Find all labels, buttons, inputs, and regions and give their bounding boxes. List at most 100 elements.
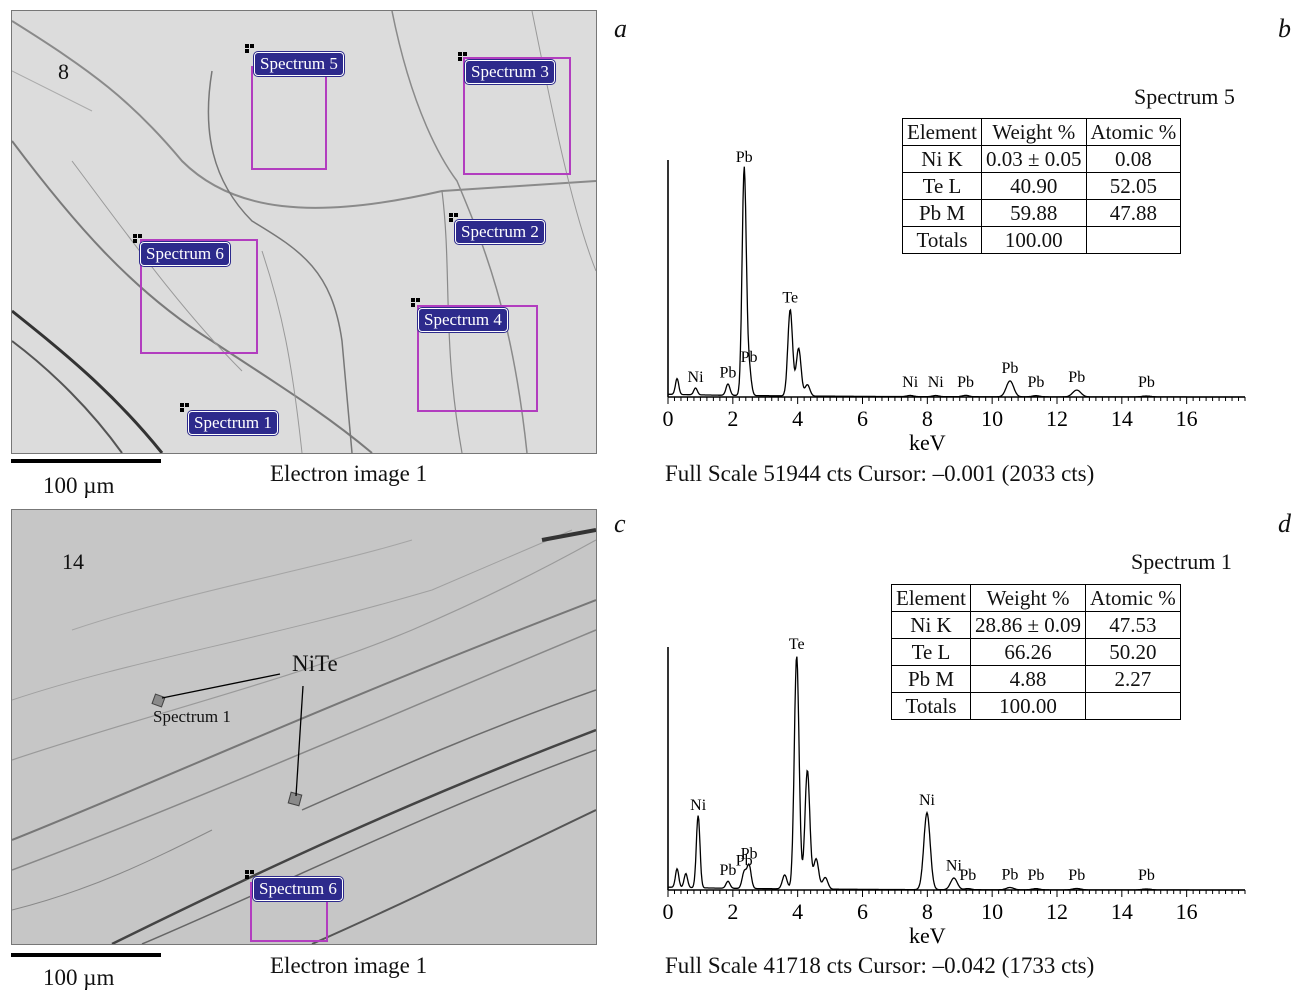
spectrum-4-marker xyxy=(411,298,421,308)
x-tick-label: 12 xyxy=(1046,406,1068,431)
peak-label: Te xyxy=(782,290,798,307)
cell-weight: 40.90 xyxy=(980,172,1087,200)
cell-atomic xyxy=(1085,226,1182,254)
cell-atomic: 2.27 xyxy=(1085,665,1181,693)
peak-label: Pb xyxy=(1138,374,1155,391)
header-element: Element xyxy=(902,118,982,146)
cell-weight: 100.00 xyxy=(980,226,1087,254)
table-row: Ni K 0.03 ± 0.05 0.08 xyxy=(902,145,1182,173)
x-tick-label: 10 xyxy=(981,899,1003,924)
x-tick-label: 14 xyxy=(1111,899,1133,924)
cell-weight: 59.88 xyxy=(980,199,1087,227)
spectrum-5-marker xyxy=(245,44,255,54)
sem-texture-c xyxy=(12,510,596,944)
peak-label: Pb xyxy=(1027,867,1044,884)
peak-label: Te xyxy=(789,636,805,653)
x-tick-label: 0 xyxy=(663,899,674,924)
peak-label: Ni xyxy=(919,792,936,809)
spectrum-1-plain-label: Spectrum 1 xyxy=(153,707,231,726)
peak-label: Pb xyxy=(720,365,737,382)
spectrum-6-label: Spectrum 6 xyxy=(140,242,230,266)
x-tick-label: 16 xyxy=(1176,899,1198,924)
spectrum-4-label: Spectrum 4 xyxy=(418,308,508,332)
x-tick-label: 8 xyxy=(922,899,933,924)
peak-label: Pb xyxy=(1068,369,1085,386)
x-tick-label: 4 xyxy=(792,899,803,924)
spectrum-1-label: Spectrum 1 xyxy=(188,411,278,435)
cell-element: Totals xyxy=(891,692,971,720)
panel-letter-c: c xyxy=(614,509,626,538)
sem-image-a: 8 Spectrum 5 Spectrum 3 Spectrum 2 Spect… xyxy=(11,10,597,454)
spectrum-6-label-c: Spectrum 6 xyxy=(253,877,343,901)
caption-c: Electron image 1 xyxy=(270,953,428,978)
composition-table-d: Element Weight % Atomic % Ni K 28.86 ± 0… xyxy=(891,584,1181,720)
sem-image-c: 14 NiTe Spectrum 1 Spectrum 6 xyxy=(11,509,597,945)
x-tick-label: 6 xyxy=(857,406,868,431)
peak-label: Pb xyxy=(741,349,758,366)
spectrum-2-label: Spectrum 2 xyxy=(455,220,545,244)
cell-atomic: 47.88 xyxy=(1085,199,1182,227)
cell-atomic: 50.20 xyxy=(1085,638,1181,666)
peak-label: Pb xyxy=(1138,867,1155,884)
scale-label-c: 100 µm xyxy=(43,965,115,990)
peak-label: Ni xyxy=(946,857,963,874)
header-element: Element xyxy=(891,584,971,612)
peak-label: Pb xyxy=(741,846,758,863)
peak-label: Ni xyxy=(688,369,705,386)
peak-label: Ni xyxy=(902,374,919,391)
x-tick-label: 8 xyxy=(922,406,933,431)
spectrum-6-region xyxy=(140,239,258,354)
scale-label-a: 100 µm xyxy=(43,473,115,498)
x-tick-label: 0 xyxy=(663,406,674,431)
spectrum-5-label: Spectrum 5 xyxy=(254,52,344,76)
peak-label: Ni xyxy=(690,797,707,814)
table-header: Element Weight % Atomic % xyxy=(902,118,1182,146)
table-row: Te L 40.90 52.05 xyxy=(902,172,1182,200)
peak-label: Pb xyxy=(957,374,974,391)
spectrum-5-region xyxy=(251,66,327,170)
x-tick-label: 2 xyxy=(727,406,738,431)
cell-weight: 100.00 xyxy=(969,692,1087,720)
spectrum-line xyxy=(668,656,1245,891)
spectrum-6-marker-c xyxy=(245,870,255,880)
header-weight: Weight % xyxy=(980,118,1087,146)
spectrum-3-label: Spectrum 3 xyxy=(465,60,555,84)
x-tick-label: 4 xyxy=(792,406,803,431)
peak-label: Pb xyxy=(720,862,737,879)
cell-atomic: 0.08 xyxy=(1085,145,1182,173)
panel-letter-d: d xyxy=(1278,509,1291,538)
spectrum-6-marker xyxy=(133,234,143,244)
spectrum-footer-b: Full Scale 51944 cts Cursor: –0.001 (203… xyxy=(665,461,1095,486)
nite-leader-lines xyxy=(161,673,304,797)
table-row: Totals 100.00 xyxy=(902,226,1182,254)
nite-label: NiTe xyxy=(292,651,338,676)
cell-atomic: 52.05 xyxy=(1085,172,1182,200)
table-row: Totals 100.00 xyxy=(891,692,1181,720)
x-tick-label: 10 xyxy=(981,406,1003,431)
header-atomic: Atomic % xyxy=(1085,584,1181,612)
table-row: Pb M 59.88 47.88 xyxy=(902,199,1182,227)
peak-label: Pb xyxy=(1068,867,1085,884)
cell-element: Te L xyxy=(902,172,982,200)
scale-bar-a xyxy=(11,459,161,463)
scale-bar-c xyxy=(11,953,161,957)
peak-label: Pb xyxy=(1002,867,1019,884)
x-axis-label: keV xyxy=(909,430,946,455)
table-row: Te L 66.26 50.20 xyxy=(891,638,1181,666)
cell-element: Te L xyxy=(891,638,971,666)
spectrum-title-b: Spectrum 5 xyxy=(1134,84,1235,109)
header-atomic: Atomic % xyxy=(1085,118,1182,146)
spectrum-3-marker xyxy=(458,52,468,62)
spectrum-3-region xyxy=(463,57,571,175)
cell-atomic: 47.53 xyxy=(1085,611,1181,639)
cell-element: Pb M xyxy=(891,665,971,693)
peak-label: Pb xyxy=(1027,374,1044,391)
spectrum-line xyxy=(668,166,1245,398)
spectrum-2-marker xyxy=(449,213,459,223)
cell-atomic xyxy=(1085,692,1181,720)
cell-weight: 28.86 ± 0.09 xyxy=(969,611,1087,639)
panel-letter-a: a xyxy=(614,14,627,43)
spectrum-title-d: Spectrum 1 xyxy=(1131,549,1232,574)
